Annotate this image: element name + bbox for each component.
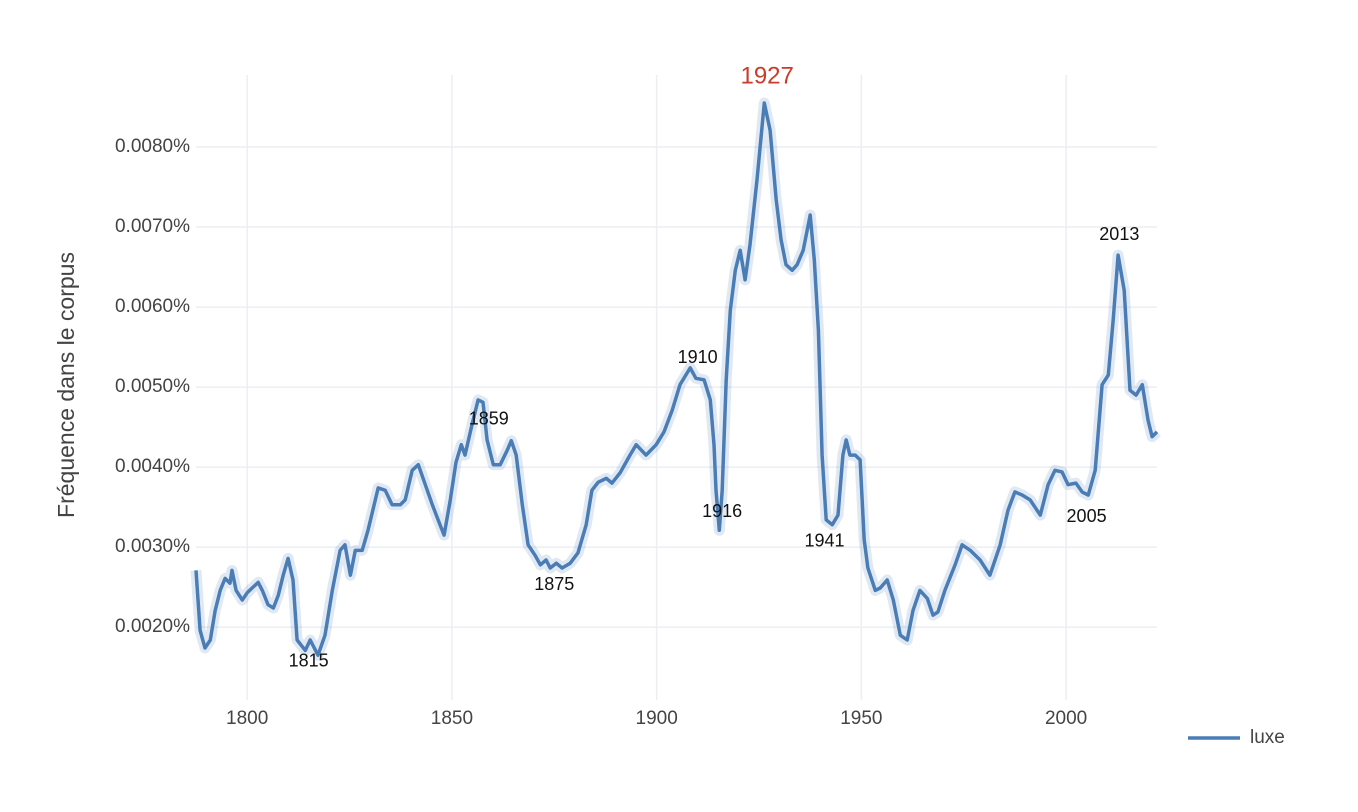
x-tick-label: 1900 xyxy=(636,708,678,729)
y-axis-title: Fréquence dans le corpus xyxy=(53,252,79,518)
x-tick-label: 1800 xyxy=(226,708,268,729)
annotation: 2013 xyxy=(1099,224,1139,244)
x-tick-label: 1850 xyxy=(431,708,473,729)
annotation: 1875 xyxy=(534,574,574,594)
confidence-band xyxy=(190,97,1161,661)
y-tick-label: 0.0030% xyxy=(115,536,190,557)
annotation: 1927 xyxy=(740,62,793,89)
annotation: 1916 xyxy=(702,501,742,521)
annotation: 1941 xyxy=(804,531,844,551)
x-tick-label: 2000 xyxy=(1045,708,1087,729)
y-tick-label: 0.0080% xyxy=(115,136,190,157)
annotation: 1859 xyxy=(469,409,509,429)
y-tick-label: 0.0060% xyxy=(115,296,190,317)
y-tick-label: 0.0040% xyxy=(115,456,190,477)
annotation: 1815 xyxy=(289,651,329,671)
line xyxy=(194,101,1159,657)
annotation: 1910 xyxy=(678,347,718,367)
y-tick-label: 0.0050% xyxy=(115,376,190,397)
y-tick-label: 0.0070% xyxy=(115,216,190,237)
annotation: 2005 xyxy=(1067,506,1107,526)
x-tick-label: 1950 xyxy=(840,708,882,729)
y-tick-label: 0.0020% xyxy=(115,616,190,637)
legend-label: luxe xyxy=(1250,727,1285,748)
